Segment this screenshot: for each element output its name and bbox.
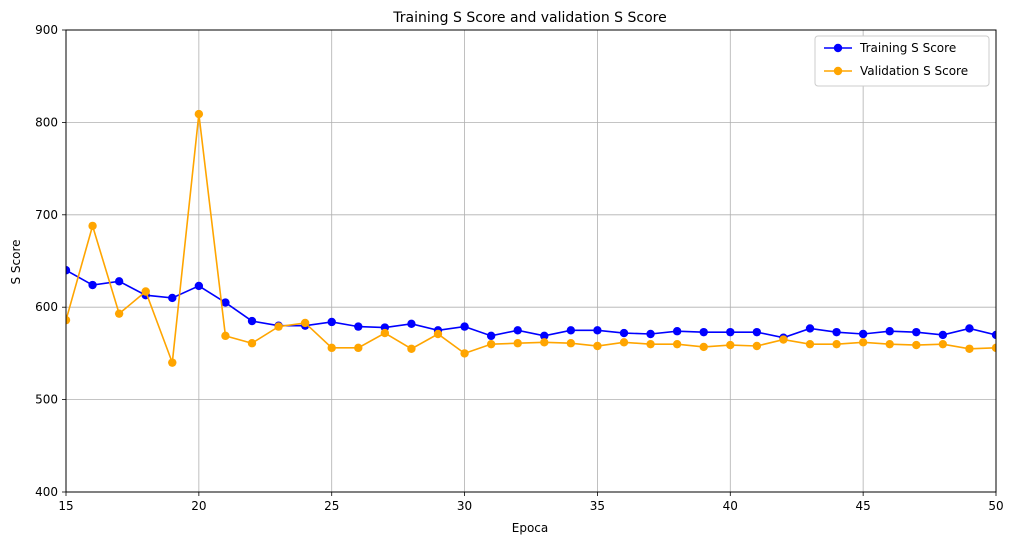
data-point-validation-s-score: [248, 339, 256, 347]
data-point-training-s-score: [726, 328, 734, 336]
data-point-training-s-score: [859, 330, 867, 338]
data-point-validation-s-score: [753, 342, 761, 350]
ticks: 15 20 25 30 35 40 45 50 400 500 600 700 800 900: [35, 23, 1004, 513]
data-point-validation-s-score: [407, 345, 415, 353]
x-tick-label: 25: [324, 499, 339, 513]
data-point-training-s-score: [673, 327, 681, 335]
data-point-training-s-score: [248, 317, 256, 325]
data-point-training-s-score: [806, 324, 814, 332]
data-point-validation-s-score: [620, 338, 628, 346]
data-point-training-s-score: [939, 331, 947, 339]
y-tick-label: 500: [35, 393, 58, 407]
data-point-training-s-score: [460, 322, 468, 330]
data-point-validation-s-score: [168, 358, 176, 366]
data-point-validation-s-score: [274, 322, 282, 330]
data-point-training-s-score: [168, 294, 176, 302]
y-tick-label: 900: [35, 23, 58, 37]
data-point-validation-s-score: [354, 344, 362, 352]
data-point-training-s-score: [832, 328, 840, 336]
data-point-validation-s-score: [886, 340, 894, 348]
series-validation-s-score: [62, 110, 1000, 367]
chart-title: Training S Score and validation S Score: [392, 10, 666, 26]
data-point-validation-s-score: [806, 340, 814, 348]
legend-marker-validation: [834, 67, 842, 75]
series-layer: [62, 110, 1000, 367]
data-point-training-s-score: [328, 318, 336, 326]
x-tick-label: 50: [988, 499, 1003, 513]
data-point-training-s-score: [354, 322, 362, 330]
x-axis-label: Epoca: [512, 521, 549, 535]
plot-frame: [66, 30, 996, 492]
x-tick-label: 15: [58, 499, 73, 513]
data-point-training-s-score: [593, 326, 601, 334]
legend-label-training: Training S Score: [859, 41, 956, 55]
data-point-validation-s-score: [567, 339, 575, 347]
y-tick-label: 700: [35, 208, 58, 222]
data-point-training-s-score: [88, 281, 96, 289]
legend: Training S Score Validation S Score: [815, 36, 989, 86]
grid: [66, 30, 996, 492]
data-point-training-s-score: [487, 332, 495, 340]
data-point-validation-s-score: [328, 344, 336, 352]
y-tick-label: 600: [35, 300, 58, 314]
legend-marker-training: [834, 44, 842, 52]
x-tick-label: 20: [191, 499, 206, 513]
data-point-validation-s-score: [726, 341, 734, 349]
data-point-validation-s-score: [859, 338, 867, 346]
data-point-validation-s-score: [779, 335, 787, 343]
y-axis-label: S Score: [9, 239, 23, 284]
data-point-validation-s-score: [646, 340, 654, 348]
data-point-validation-s-score: [673, 340, 681, 348]
data-point-training-s-score: [912, 328, 920, 336]
data-point-validation-s-score: [88, 222, 96, 230]
data-point-training-s-score: [753, 328, 761, 336]
data-point-validation-s-score: [434, 330, 442, 338]
data-point-training-s-score: [567, 326, 575, 334]
data-point-training-s-score: [965, 324, 973, 332]
data-point-training-s-score: [620, 329, 628, 337]
x-tick-label: 35: [590, 499, 605, 513]
data-point-validation-s-score: [487, 340, 495, 348]
data-point-training-s-score: [115, 277, 123, 285]
series-training-s-score: [62, 266, 1000, 342]
series-line-training-s-score: [66, 270, 996, 337]
data-point-validation-s-score: [540, 338, 548, 346]
data-point-validation-s-score: [700, 343, 708, 351]
data-point-validation-s-score: [593, 342, 601, 350]
data-point-training-s-score: [700, 328, 708, 336]
data-point-validation-s-score: [381, 329, 389, 337]
data-point-validation-s-score: [301, 319, 309, 327]
x-tick-label: 30: [457, 499, 472, 513]
data-point-validation-s-score: [460, 349, 468, 357]
data-point-validation-s-score: [142, 287, 150, 295]
data-point-validation-s-score: [965, 345, 973, 353]
x-tick-label: 45: [856, 499, 871, 513]
data-point-training-s-score: [514, 326, 522, 334]
y-tick-label: 800: [35, 115, 58, 129]
data-point-training-s-score: [886, 327, 894, 335]
data-point-training-s-score: [195, 282, 203, 290]
x-tick-label: 40: [723, 499, 738, 513]
data-point-validation-s-score: [195, 110, 203, 118]
data-point-validation-s-score: [939, 340, 947, 348]
data-point-validation-s-score: [115, 309, 123, 317]
data-point-training-s-score: [407, 320, 415, 328]
data-point-validation-s-score: [514, 339, 522, 347]
data-point-training-s-score: [646, 330, 654, 338]
data-point-validation-s-score: [832, 340, 840, 348]
data-point-validation-s-score: [912, 341, 920, 349]
y-tick-label: 400: [35, 485, 58, 499]
data-point-validation-s-score: [221, 332, 229, 340]
series-line-validation-s-score: [66, 114, 996, 363]
legend-label-validation: Validation S Score: [860, 64, 968, 78]
